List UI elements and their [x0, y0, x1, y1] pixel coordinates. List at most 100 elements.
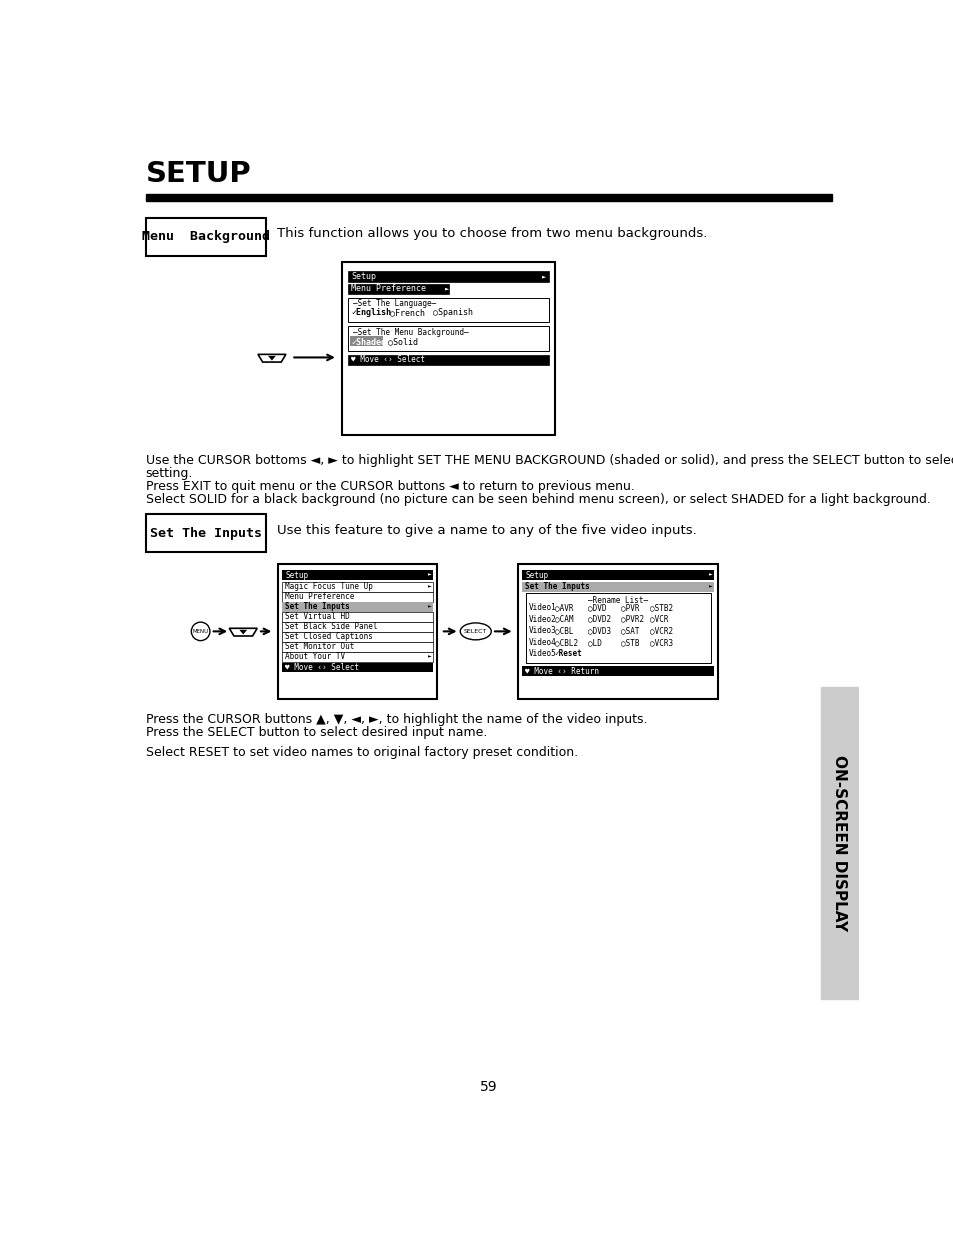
Text: ○LD: ○LD: [587, 638, 601, 647]
Text: ►: ►: [427, 604, 431, 609]
Text: ○DVD: ○DVD: [587, 603, 606, 613]
Text: About Your TV: About Your TV: [285, 652, 345, 661]
Text: ♥ Move ‹› Select: ♥ Move ‹› Select: [285, 663, 358, 672]
Bar: [146, 194, 831, 200]
Bar: [521, 582, 714, 592]
Text: ♥ Move ‹› Return: ♥ Move ‹› Return: [525, 667, 598, 676]
Text: ○VCR3: ○VCR3: [649, 638, 673, 647]
Text: ✓Shaded: ✓Shaded: [351, 337, 386, 347]
Text: ○PVR: ○PVR: [620, 603, 639, 613]
Bar: [348, 298, 548, 322]
Text: Set Virtual HD: Set Virtual HD: [285, 613, 350, 621]
Bar: [525, 593, 710, 662]
Text: Select RESET to set video names to original factory preset condition.: Select RESET to set video names to origi…: [146, 746, 578, 760]
Text: Menu Preference: Menu Preference: [285, 593, 355, 601]
Text: Setup: Setup: [285, 571, 308, 579]
Text: ○CAM: ○CAM: [555, 615, 573, 624]
Text: ○DVD3: ○DVD3: [587, 626, 611, 635]
Bar: [348, 354, 548, 364]
Text: Video1: Video1: [528, 603, 556, 613]
Bar: [521, 667, 714, 676]
Text: ○French: ○French: [390, 309, 425, 317]
Text: ►: ►: [708, 584, 712, 589]
Text: —Set The Menu Background—: —Set The Menu Background—: [353, 327, 468, 337]
Bar: [282, 662, 433, 672]
Text: MENU: MENU: [193, 629, 209, 634]
Polygon shape: [268, 356, 275, 361]
Text: Set Closed Captions: Set Closed Captions: [285, 632, 373, 641]
Bar: [350, 336, 382, 346]
Polygon shape: [229, 629, 257, 636]
Text: ○Solid: ○Solid: [388, 337, 417, 347]
Polygon shape: [257, 354, 286, 362]
Text: Video3: Video3: [528, 626, 556, 635]
Text: ○VCR2: ○VCR2: [649, 626, 673, 635]
Text: ○PVR2: ○PVR2: [620, 615, 644, 624]
Bar: [282, 652, 433, 662]
Text: ►: ►: [444, 285, 449, 291]
Text: Select SOLID for a black background (no picture can be seen behind menu screen),: Select SOLID for a black background (no …: [146, 493, 929, 506]
Text: ○CBL2: ○CBL2: [555, 638, 578, 647]
Bar: [282, 632, 433, 642]
Text: ►: ►: [427, 584, 431, 589]
Text: Set The Inputs: Set The Inputs: [150, 526, 261, 540]
Text: ♥ Move ‹› Select: ♥ Move ‹› Select: [351, 356, 424, 364]
Polygon shape: [239, 630, 247, 635]
Bar: [348, 284, 448, 294]
Text: Menu  Background: Menu Background: [141, 230, 270, 243]
Bar: [282, 601, 433, 611]
Text: ○AVR: ○AVR: [555, 603, 573, 613]
Text: ►: ►: [708, 573, 712, 578]
Text: Setup: Setup: [525, 571, 548, 579]
Text: Set The Inputs: Set The Inputs: [525, 582, 590, 592]
Text: Set The Inputs: Set The Inputs: [285, 603, 350, 611]
Text: ✓English: ✓English: [351, 309, 391, 317]
Text: —Rename List—: —Rename List—: [588, 595, 648, 605]
Bar: [282, 611, 433, 621]
Bar: [146, 514, 266, 552]
Text: ►: ►: [542, 274, 546, 280]
Text: Video5: Video5: [528, 650, 556, 658]
Text: ○STB: ○STB: [620, 638, 639, 647]
Bar: [348, 272, 548, 282]
Text: —Set The Language—: —Set The Language—: [353, 299, 436, 308]
Bar: [282, 592, 433, 601]
Text: ○Spanish: ○Spanish: [433, 309, 473, 317]
Bar: [341, 262, 555, 436]
Text: ○DVD2: ○DVD2: [587, 615, 611, 624]
Bar: [821, 687, 858, 999]
Bar: [146, 217, 266, 256]
Text: Press EXIT to quit menu or the CURSOR buttons ◄ to return to previous menu.: Press EXIT to quit menu or the CURSOR bu…: [146, 480, 634, 493]
Bar: [282, 621, 433, 632]
Text: ON-SCREEN DISPLAY: ON-SCREEN DISPLAY: [832, 755, 846, 931]
Text: Video4: Video4: [528, 638, 556, 647]
Text: Press the CURSOR buttons ▲, ▼, ◄, ►, to highlight the name of the video inputs.: Press the CURSOR buttons ▲, ▼, ◄, ►, to …: [146, 713, 646, 726]
Text: Magic Focus Tune Up: Magic Focus Tune Up: [285, 582, 373, 592]
Text: ○STB2: ○STB2: [649, 603, 673, 613]
Bar: [521, 571, 714, 580]
Text: setting.: setting.: [146, 467, 193, 480]
Text: ✓Reset: ✓Reset: [555, 650, 582, 658]
Text: Press the SELECT button to select desired input name.: Press the SELECT button to select desire…: [146, 726, 486, 739]
Text: Menu Preference: Menu Preference: [351, 284, 426, 293]
Text: Set Black Side Panel: Set Black Side Panel: [285, 622, 377, 631]
Text: ○CBL: ○CBL: [555, 626, 573, 635]
Bar: [278, 564, 436, 699]
Text: ►: ►: [427, 573, 431, 578]
Bar: [282, 571, 433, 580]
Text: ►: ►: [427, 655, 431, 659]
Text: Use the CURSOR bottoms ◄, ► to highlight SET THE MENU BACKGROUND (shaded or soli: Use the CURSOR bottoms ◄, ► to highlight…: [146, 454, 953, 467]
Text: Setup: Setup: [352, 272, 376, 282]
Text: Video2: Video2: [528, 615, 556, 624]
Text: ○SAT: ○SAT: [620, 626, 639, 635]
Bar: [282, 642, 433, 652]
Bar: [282, 582, 433, 592]
Text: SELECT: SELECT: [463, 629, 487, 634]
Text: This function allows you to choose from two menu backgrounds.: This function allows you to choose from …: [277, 227, 707, 240]
Text: Use this feature to give a name to any of the five video inputs.: Use this feature to give a name to any o…: [277, 524, 697, 537]
Bar: [517, 564, 718, 699]
Text: ○VCR: ○VCR: [649, 615, 668, 624]
Text: 59: 59: [479, 1079, 497, 1094]
Text: Set Monitor Out: Set Monitor Out: [285, 642, 355, 651]
Text: SETUP: SETUP: [146, 161, 251, 188]
